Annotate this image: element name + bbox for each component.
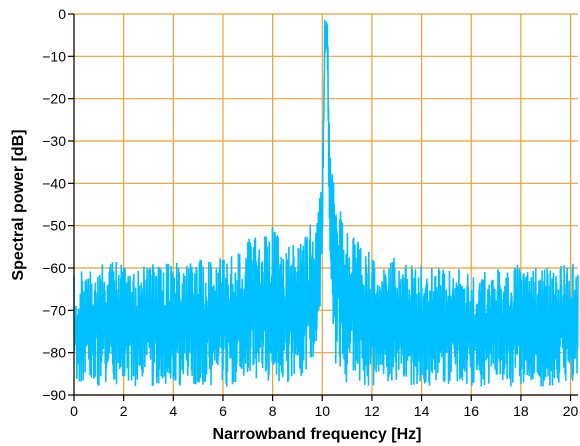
y-tick-label: −10 — [42, 48, 66, 64]
series-spectrum — [73, 19, 579, 387]
x-tick-label: 4 — [169, 403, 177, 419]
x-tick-label: 20 — [563, 403, 579, 419]
y-tick-label: −80 — [42, 345, 66, 361]
x-tick-label: 12 — [364, 403, 380, 419]
y-tick-label: −30 — [42, 133, 66, 149]
series-line — [73, 19, 579, 387]
y-tick-label: −20 — [42, 91, 66, 107]
axes — [68, 13, 578, 401]
x-tick-label: 14 — [414, 403, 430, 419]
x-tick-label: 2 — [120, 403, 128, 419]
y-tick-label: −40 — [42, 175, 66, 191]
x-tick-label: 18 — [513, 403, 529, 419]
y-tick-label: 0 — [58, 6, 66, 22]
x-tick-labels: 0 2 4 6 8 10 12 14 16 18 20 — [70, 403, 578, 419]
x-tick-label: 8 — [269, 403, 277, 419]
y-tick-label: −90 — [42, 387, 66, 403]
x-tick-label: 10 — [314, 403, 330, 419]
y-tick-label: −70 — [42, 302, 66, 318]
y-tick-labels: 0 −10 −20 −30 −40 −50 −60 −70 −80 −90 — [42, 6, 66, 403]
x-axis-title: Narrowband frequency [Hz] — [213, 426, 422, 443]
x-tick-label: 16 — [463, 403, 479, 419]
y-tick-label: −60 — [42, 260, 66, 276]
y-tick-label: −50 — [42, 218, 66, 234]
x-tick-label: 0 — [70, 403, 78, 419]
x-tick-label: 6 — [219, 403, 227, 419]
grid-lines — [73, 13, 578, 396]
y-axis-title: Spectral power [dB] — [10, 129, 27, 280]
